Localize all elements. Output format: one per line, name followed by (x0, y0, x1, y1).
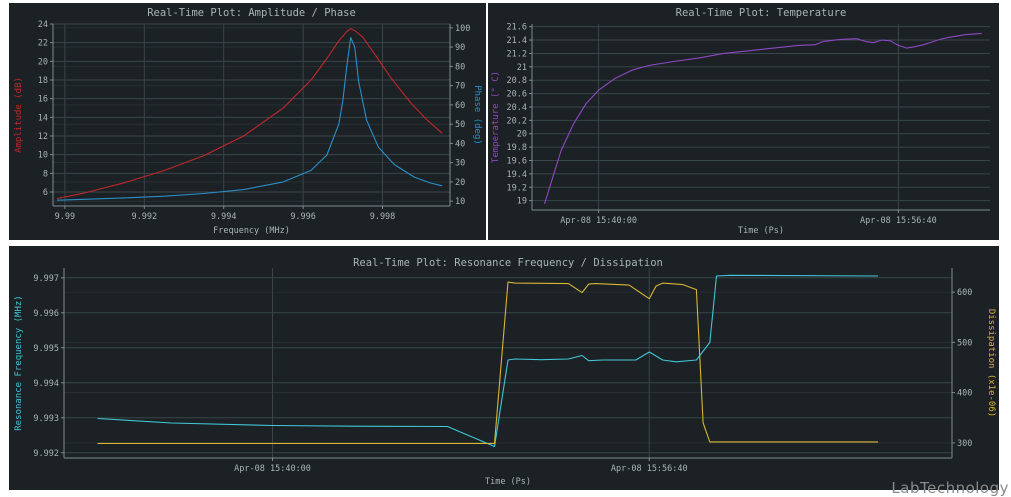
y-tick-label: 6 (43, 188, 48, 198)
amplitude-phase-panel: Real-Time Plot: Amplitude / Phase 9.99 9.9… (9, 3, 486, 240)
y-tick-label: 20 (38, 57, 48, 67)
y-right-tick-label: 400 (957, 389, 972, 399)
x-tick-label: Apr-08 15:56:40 (860, 216, 937, 226)
x-tick-label: 9.994 (211, 212, 237, 222)
y-right-axis-label: Phase (deg) (472, 85, 482, 145)
y-right-tick-label: 50 (455, 120, 465, 130)
y-tick-label: 20.2 (507, 116, 527, 126)
y-axis-label: Amplitude (dB) (14, 77, 24, 153)
x-axis-label: Time (Ps) (485, 477, 531, 487)
y-tick-label: 20 (517, 130, 527, 140)
x-axis-label: Frequency (MHz) (213, 226, 290, 236)
y-tick-label: 22 (38, 39, 48, 49)
y-tick-label: 9.993 (33, 414, 59, 424)
temperature-series-line (543, 32, 982, 205)
y-tick-label: 14 (38, 113, 48, 123)
y-right-tick-label: 500 (957, 338, 972, 348)
x-tick-label: Apr-08 15:56:40 (611, 464, 688, 474)
x-tick-label: Apr-08 15:40:00 (560, 216, 637, 226)
y-tick-label: 24 (38, 20, 48, 30)
y-right-tick-label: 300 (957, 439, 972, 449)
y-right-tick-label: 30 (455, 159, 465, 169)
x-tick-label: 9.998 (370, 212, 396, 222)
y-tick-label: 19.6 (507, 156, 527, 166)
watermark-text: LabTechnology (891, 479, 1009, 497)
x-tick-label: 9.996 (290, 212, 316, 222)
y-tick-label: 9.994 (33, 379, 59, 389)
x-tick-label: Apr-08 15:40:00 (234, 464, 311, 474)
y-tick-label: 21 (517, 63, 527, 73)
y-tick-label: 16 (38, 95, 48, 105)
y-right-tick-label: 80 (455, 62, 465, 72)
y-tick-label: 9.992 (33, 449, 59, 459)
y-right-tick-label: 40 (455, 139, 465, 149)
resonance-dissipation-panel: Real-Time Plot: Resonance Frequency / Di… (9, 246, 999, 490)
y-axis-label: Resonance Frequency (MHz) (14, 295, 24, 430)
x-tick-label: 9.99 (55, 212, 75, 222)
dissipation-series-line (97, 281, 878, 444)
chart-title: Real-Time Plot: Temperature (676, 7, 847, 19)
y-tick-label: 19.8 (507, 143, 527, 153)
phase-series-line (56, 36, 443, 201)
y-tick-label: 21.6 (507, 23, 527, 33)
y-tick-label: 9.996 (33, 309, 59, 319)
amplitude-series-line (56, 28, 443, 200)
y-right-tick-label: 10 (455, 197, 465, 207)
y-tick-label: 18 (38, 76, 48, 86)
temperature-panel: Real-Time Plot: Temperature Apr-08 15:40:… (488, 3, 999, 240)
y-tick-label: 12 (38, 132, 48, 142)
y-right-tick-label: 600 (957, 288, 972, 298)
temperature-chart: Real-Time Plot: Temperature Apr-08 15:40:… (491, 7, 990, 236)
resonance-frequency-series-line (97, 274, 879, 448)
y-tick-label: 19.2 (507, 183, 527, 193)
y-tick-label: 20.4 (507, 103, 527, 113)
amplitude-phase-chart: Real-Time Plot: Amplitude / Phase 9.99 9.9… (14, 7, 482, 236)
y-tick-label: 8 (43, 169, 48, 179)
y-tick-label: 9.997 (33, 274, 59, 284)
y-axis-label: Temperature (° C) (491, 71, 501, 163)
x-tick-label: 9.992 (132, 212, 158, 222)
y-tick-label: 21.2 (507, 49, 527, 59)
y-right-tick-label: 20 (455, 178, 465, 188)
y-right-tick-label: 90 (455, 43, 465, 53)
y-tick-label: 10 (38, 151, 48, 161)
chart-title: Real-Time Plot: Amplitude / Phase (147, 7, 356, 19)
y-tick-label: 20.8 (507, 76, 527, 86)
y-right-axis-label: Dissipation (x1e-06) (986, 309, 996, 417)
y-tick-label: 9.995 (33, 344, 59, 354)
resonance-dissipation-chart: Real-Time Plot: Resonance Frequency / Di… (14, 257, 996, 487)
x-axis-label: Time (Ps) (738, 226, 784, 236)
y-tick-label: 19.4 (507, 170, 527, 180)
y-right-tick-label: 100 (455, 24, 470, 34)
chart-title: Real-Time Plot: Resonance Frequency / Di… (353, 257, 663, 269)
y-tick-label: 21.4 (507, 36, 527, 46)
y-right-tick-label: 60 (455, 101, 465, 111)
y-tick-label: 19 (517, 197, 527, 207)
y-tick-label: 20.6 (507, 90, 527, 100)
y-right-tick-label: 70 (455, 82, 465, 92)
